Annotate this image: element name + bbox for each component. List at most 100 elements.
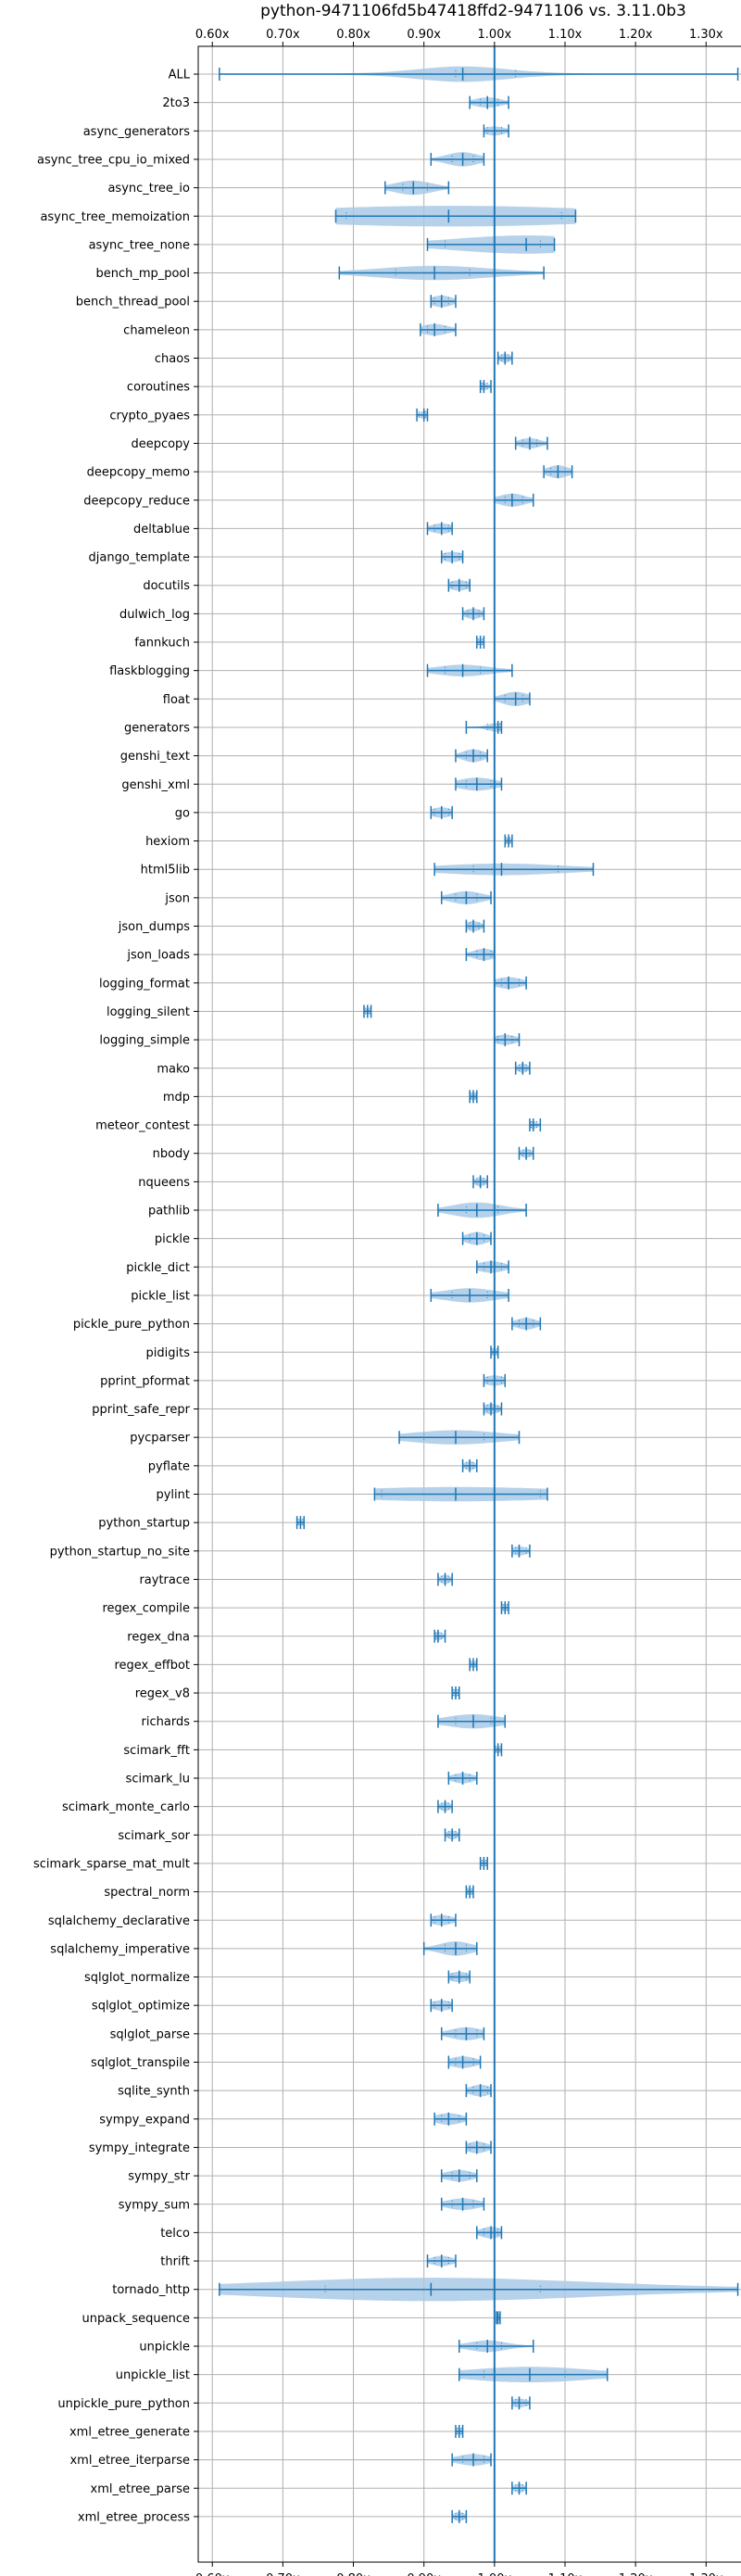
category-label: docutils (143, 579, 190, 593)
category-label: pickle_list (131, 1289, 190, 1303)
category-label: html5lib (141, 864, 190, 878)
x-tick-label-bottom: 0.90x (407, 2572, 441, 2576)
category-label: xml_etree_parse (91, 2482, 190, 2496)
x-tick-label-bottom: 0.80x (336, 2572, 370, 2576)
category-label: sqlalchemy_imperative (50, 1942, 190, 1956)
category-label: telco (160, 2227, 190, 2241)
category-label: async_tree_cpu_io_mixed (37, 153, 190, 167)
category-label: async_tree_none (89, 238, 190, 252)
category-label: xml_etree_generate (69, 2425, 190, 2439)
category-label: scimark_monte_carlo (62, 1800, 190, 1814)
category-label: bench_thread_pool (76, 296, 190, 309)
category-label: sympy_expand (99, 2113, 190, 2127)
category-label: pprint_pformat (100, 1374, 190, 1388)
category-label: coroutines (127, 381, 190, 395)
chart-title: python-9471106fd5b47418ffd2-9471106 vs. … (260, 2, 686, 20)
violin-layer (219, 66, 738, 2521)
category-label: go (175, 806, 190, 820)
category-label: logging_simple (99, 1034, 190, 1048)
category-label: pickle_dict (126, 1261, 190, 1275)
category-label: sqlglot_parse (110, 2027, 190, 2041)
category-label: thrift (160, 2255, 190, 2269)
category-label: raytrace (139, 1573, 190, 1587)
category-label: crypto_pyaes (109, 409, 190, 423)
category-label: 2to3 (162, 96, 190, 110)
category-label: tornado_http (112, 2283, 190, 2297)
category-label: logging_format (99, 977, 190, 991)
category-label: pidigits (146, 1346, 191, 1360)
category-label: fannkuch (134, 637, 190, 650)
category-label: unpickle_list (116, 2368, 190, 2382)
x-tick-label-bottom: 1.30x (689, 2572, 723, 2576)
x-tick-label-top: 0.60x (195, 28, 230, 42)
category-label: spectral_norm (104, 1886, 190, 1900)
category-label: sympy_sum (119, 2198, 190, 2212)
category-label: sympy_integrate (89, 2141, 190, 2155)
category-label: django_template (89, 551, 190, 565)
category-label: scimark_sparse_mat_mult (33, 1857, 190, 1871)
x-tick-label-bottom: 0.70x (266, 2572, 300, 2576)
category-label: sqlglot_transpile (91, 2056, 190, 2070)
category-label: regex_compile (102, 1602, 190, 1616)
x-tick-label-top: 0.70x (266, 28, 300, 42)
category-label: sqlglot_optimize (92, 2000, 190, 2014)
category-label: pyflate (148, 1459, 190, 1473)
x-tick-label-top: 1.00x (478, 28, 512, 42)
plot-frame (197, 45, 741, 2563)
category-label: bench_mp_pool (95, 267, 190, 281)
category-label: genshi_text (120, 750, 190, 764)
category-label-layer: ALL 2to3 async_generators async_tree_cpu_io… (33, 69, 191, 2525)
category-label: deepcopy_memo (87, 466, 190, 480)
category-label: mdp (163, 1091, 190, 1105)
x-tick-label-bottom: 1.10x (548, 2572, 583, 2576)
category-label: nqueens (138, 1176, 190, 1190)
category-label: sqlglot_normalize (84, 1971, 190, 1985)
category-label: async_tree_memoization (40, 210, 190, 224)
category-label: generators (124, 721, 190, 735)
category-label: sympy_str (128, 2170, 190, 2184)
category-label: chaos (155, 352, 190, 366)
category-label: genshi_xml (121, 778, 190, 792)
category-label: async_generators (83, 125, 191, 139)
category-label: mako (157, 1062, 190, 1076)
category-label: scimark_fft (123, 1744, 190, 1758)
x-tick-label-bottom: 1.00x (478, 2572, 512, 2576)
category-label: pycparser (130, 1432, 190, 1446)
category-label: pickle (155, 1232, 190, 1246)
category-label: python_startup_no_site (50, 1545, 190, 1559)
category-label: chameleon (123, 323, 190, 337)
category-label: meteor_contest (95, 1119, 190, 1133)
category-label: flaskblogging (109, 664, 190, 678)
category-label: unpack_sequence (82, 2312, 190, 2326)
x-tick-label-bottom: 0.60x (195, 2572, 230, 2576)
category-label: regex_dna (127, 1630, 190, 1644)
category-label: sqlite_synth (118, 2085, 190, 2099)
category-label: regex_v8 (135, 1687, 190, 1701)
category-label: xml_etree_iterparse (69, 2454, 190, 2468)
category-label: deepcopy_reduce (83, 494, 190, 508)
category-label: scimark_lu (126, 1773, 190, 1787)
x-tick-label-top: 1.30x (689, 28, 723, 42)
category-label: hexiom (145, 835, 190, 849)
category-label: scimark_sor (118, 1829, 190, 1843)
category-label: pprint_safe_repr (92, 1403, 190, 1417)
grid-layer (198, 46, 741, 2562)
tick-layer: 0.60x 0.60x 0.70x 0.70x 0.80x 0.80x 0.90x 0.90x… (194, 28, 723, 2576)
category-label: logging_silent (107, 1005, 190, 1019)
category-label: xml_etree_process (78, 2510, 190, 2524)
category-label: float (163, 693, 190, 707)
x-tick-label-bottom: 1.20x (619, 2572, 653, 2576)
category-label: deepcopy (131, 437, 190, 451)
category-label: sqlalchemy_declarative (48, 1914, 190, 1928)
category-label: richards (142, 1715, 191, 1729)
category-label: dulwich_log (119, 608, 190, 622)
x-tick-label-top: 1.10x (548, 28, 583, 42)
category-label: nbody (153, 1147, 191, 1161)
category-label: ALL (169, 69, 191, 82)
category-label: json (164, 891, 190, 905)
category-label: unpickle (139, 2341, 190, 2355)
x-tick-label-top: 0.90x (407, 28, 441, 42)
category-label: pylint (156, 1488, 190, 1502)
x-tick-label-top: 1.20x (619, 28, 653, 42)
